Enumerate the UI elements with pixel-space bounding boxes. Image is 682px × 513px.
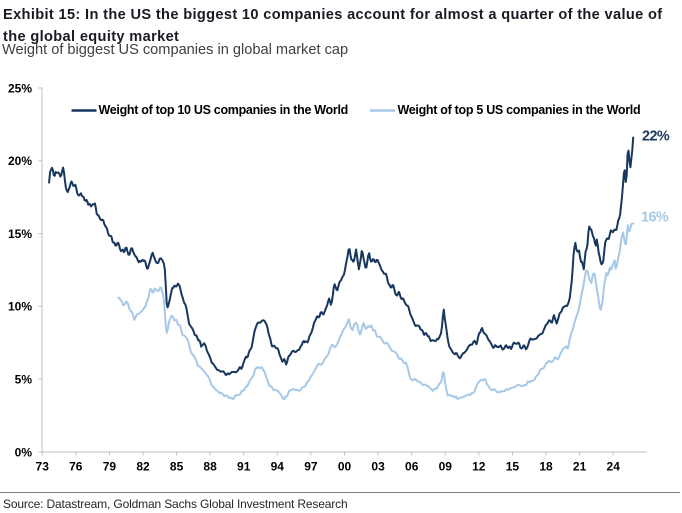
svg-text:Weight of top 10 US companies: Weight of top 10 US companies in the Wor… [99, 103, 348, 117]
svg-text:10%: 10% [8, 300, 32, 314]
svg-text:25%: 25% [8, 81, 32, 95]
svg-text:82: 82 [136, 460, 150, 474]
svg-text:15%: 15% [8, 227, 32, 241]
svg-text:0%: 0% [15, 445, 33, 459]
svg-text:79: 79 [103, 460, 117, 474]
svg-text:12: 12 [472, 460, 486, 474]
svg-text:16%: 16% [641, 210, 669, 226]
svg-text:97: 97 [304, 460, 318, 474]
svg-text:20%: 20% [8, 154, 32, 168]
svg-text:22%: 22% [642, 129, 670, 145]
svg-text:00: 00 [338, 460, 352, 474]
svg-text:24: 24 [607, 460, 621, 474]
svg-text:5%: 5% [15, 373, 33, 387]
svg-text:88: 88 [203, 460, 217, 474]
svg-text:09: 09 [439, 460, 453, 474]
svg-text:94: 94 [271, 460, 285, 474]
svg-text:76: 76 [69, 460, 83, 474]
svg-text:06: 06 [405, 460, 419, 474]
svg-text:03: 03 [371, 460, 385, 474]
svg-text:15: 15 [506, 460, 520, 474]
svg-text:73: 73 [36, 460, 50, 474]
svg-text:Weight of top 5 US companies i: Weight of top 5 US companies in the Worl… [398, 103, 641, 117]
svg-text:18: 18 [539, 460, 553, 474]
svg-text:85: 85 [170, 460, 184, 474]
svg-text:21: 21 [573, 460, 587, 474]
svg-text:91: 91 [237, 460, 251, 474]
